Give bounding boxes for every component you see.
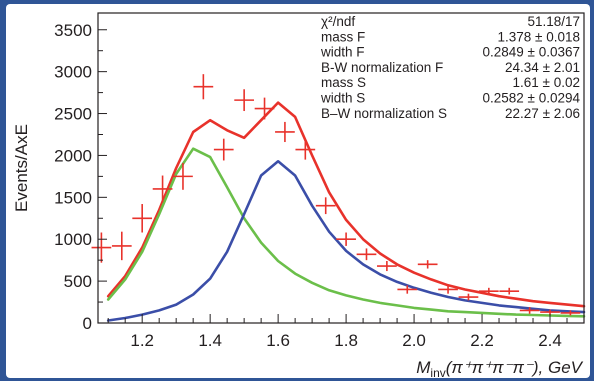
x-tick-label: 1.8 bbox=[334, 331, 358, 350]
data-point bbox=[295, 139, 316, 160]
chart-panel: 0 500 1000 1500 2000 2500 3000 3500 1.2 1.4 1.6 1.8… bbox=[6, 4, 590, 378]
x-tick-label: 2.4 bbox=[538, 331, 562, 350]
data-point bbox=[499, 287, 520, 295]
data-point bbox=[438, 285, 458, 294]
data-point bbox=[193, 74, 214, 100]
chart: 0 500 1000 1500 2000 2500 3000 3500 1.2 1.4 1.6 1.8… bbox=[12, 12, 586, 378]
data-points bbox=[91, 74, 581, 316]
x-tick-label: 1.6 bbox=[266, 331, 290, 350]
x-tick-label: 2.0 bbox=[402, 331, 426, 350]
y-tick-label: 3000 bbox=[54, 63, 92, 82]
stats-value: 22.27 ± 2.06 bbox=[505, 106, 580, 121]
y-tick-label: 1500 bbox=[54, 188, 92, 207]
fit-stats-box: χ²/ndf 51.18/17 mass F 1.378 ± 0.018 width F… bbox=[320, 14, 580, 121]
y-tick-label: 500 bbox=[64, 272, 92, 291]
data-point bbox=[519, 307, 540, 314]
fit-curves bbox=[106, 101, 586, 322]
x-axis-title-sub: inv bbox=[430, 366, 445, 378]
stats-label: B-W normalization F bbox=[321, 60, 443, 75]
data-point bbox=[417, 260, 438, 269]
fit-curve-component-F bbox=[106, 147, 586, 318]
y-tick-label: 1000 bbox=[54, 230, 92, 249]
data-point bbox=[397, 285, 418, 294]
data-point bbox=[540, 309, 560, 315]
data-point bbox=[315, 197, 336, 215]
fit-curve-total-fit bbox=[106, 101, 586, 308]
stats-label: B–W normalization S bbox=[321, 106, 447, 121]
x-tick-label: 1.4 bbox=[198, 331, 222, 350]
data-point bbox=[377, 261, 397, 272]
x-axis-title-main: M bbox=[416, 358, 431, 377]
data-point bbox=[356, 248, 377, 261]
y-tick-label: 2500 bbox=[54, 105, 92, 124]
x-axis-title: Minv(π⁺π⁺π⁻π⁻), GeV bbox=[416, 358, 583, 378]
data-point bbox=[91, 232, 112, 263]
stats-value: 24.34 ± 2.01 bbox=[505, 60, 580, 75]
data-point bbox=[132, 204, 153, 233]
stats-label: χ²/ndf bbox=[321, 14, 355, 29]
stats-value: 0.2582 ± 0.0294 bbox=[483, 91, 581, 106]
plot-frame bbox=[97, 12, 585, 324]
stats-value: 51.18/17 bbox=[527, 14, 580, 29]
data-point bbox=[152, 175, 173, 203]
data-point bbox=[173, 162, 193, 190]
axis-ticks: 0 500 1000 1500 2000 2500 3000 3500 1.2 1.4 1.6 1.8… bbox=[54, 21, 585, 350]
stats-value: 1.378 ± 0.018 bbox=[498, 29, 580, 44]
stats-label: mass F bbox=[321, 29, 365, 44]
y-tick-label: 0 bbox=[83, 314, 92, 333]
x-tick-label: 1.2 bbox=[130, 331, 154, 350]
data-point bbox=[254, 97, 275, 120]
data-point bbox=[478, 287, 499, 295]
y-axis-title: Events/AxE bbox=[12, 124, 31, 212]
stats-label: width S bbox=[320, 91, 365, 106]
stats-value: 0.2849 ± 0.0367 bbox=[483, 45, 581, 60]
data-point bbox=[111, 231, 132, 261]
data-point bbox=[560, 310, 581, 316]
data-point bbox=[458, 293, 479, 301]
data-point bbox=[275, 121, 295, 143]
y-tick-label: 3500 bbox=[54, 21, 92, 40]
data-point bbox=[213, 138, 234, 161]
stats-value: 1.61 ± 0.02 bbox=[513, 75, 580, 90]
data-point bbox=[234, 89, 254, 112]
stats-label: mass S bbox=[321, 75, 366, 90]
x-tick-label: 2.2 bbox=[470, 331, 494, 350]
fit-curve-component-S bbox=[106, 160, 586, 322]
stats-label: width F bbox=[320, 45, 365, 60]
data-point bbox=[336, 232, 356, 246]
x-axis-title-rest: (π⁺π⁺π⁻π⁻), GeV bbox=[446, 358, 584, 377]
y-tick-label: 2000 bbox=[54, 146, 92, 165]
